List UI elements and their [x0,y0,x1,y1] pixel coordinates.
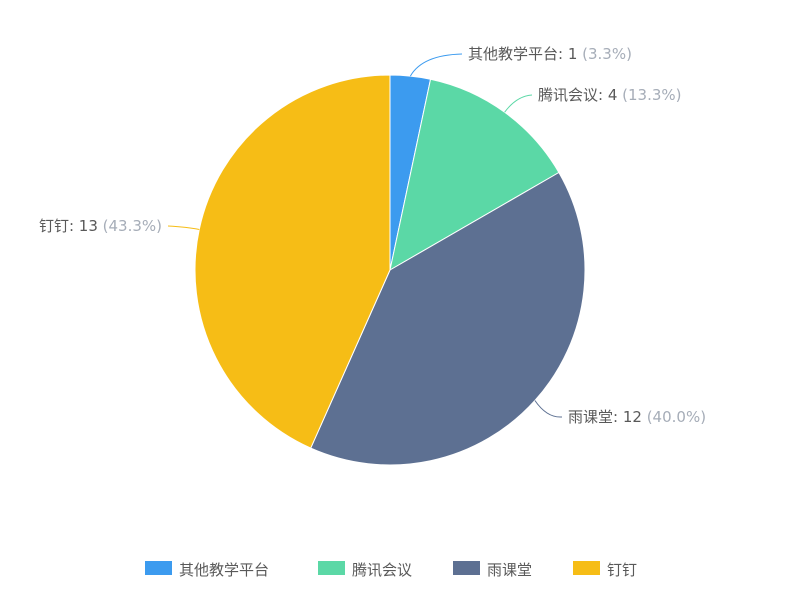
slice-label: 腾讯会议: 4 (13.3%) [538,86,682,104]
label-leader-line [409,53,463,77]
legend-label: 其他教学平台 [179,561,269,579]
legend-swatch [145,561,172,575]
pie-slice[interactable] [389,78,560,271]
label-leader-line [167,225,200,230]
pie-slice[interactable] [310,171,586,466]
pie-slice[interactable] [194,74,391,449]
legend-item[interactable]: 雨课堂 [453,561,532,579]
slice-label: 其他教学平台: 1 (3.3%) [468,45,632,63]
legend-label: 腾讯会议 [352,561,412,579]
slice-label: 雨课堂: 12 (40.0%) [568,408,706,426]
legend-label: 钉钉 [607,561,637,579]
label-leader-line [534,400,563,418]
legend-swatch [573,561,600,575]
label-leader-line [504,94,533,113]
legend-swatch [453,561,480,575]
legend-item[interactable]: 腾讯会议 [318,561,412,579]
legend-item[interactable]: 其他教学平台 [145,561,269,579]
legend-swatch [318,561,345,575]
legend-item[interactable]: 钉钉 [573,561,637,579]
legend-label: 雨课堂 [487,561,532,579]
slice-label: 钉钉: 13 (43.3%) [39,217,162,235]
